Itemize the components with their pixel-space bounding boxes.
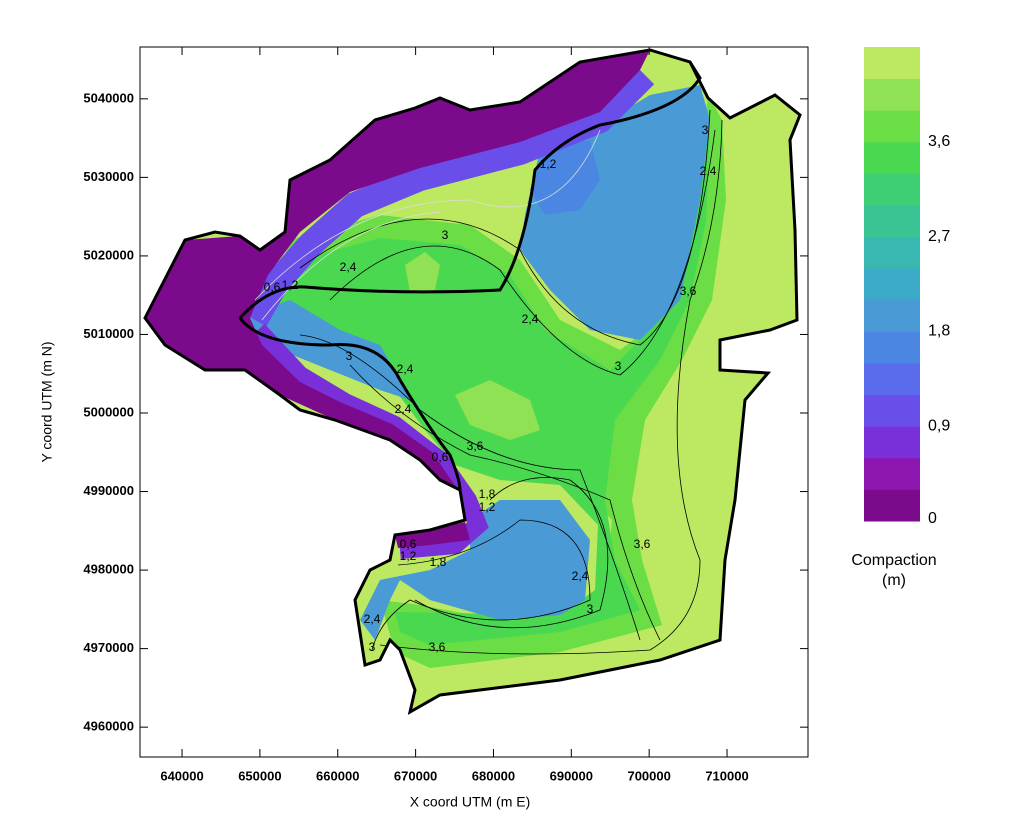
contour-band [455, 380, 540, 440]
contour-band [243, 65, 655, 327]
y-tick-label: 4960000 [83, 719, 134, 734]
contour-line [329, 129, 716, 376]
boundary [143, 48, 802, 715]
contour-label: 3 [587, 602, 594, 616]
contour-label: 1,2 [479, 500, 496, 514]
colorbar-tick-label: 0,9 [928, 417, 950, 434]
colorbar-band [864, 141, 920, 174]
colorbar-tick-label: 3,6 [928, 133, 950, 150]
colorbar-tick-label: 1,8 [928, 323, 950, 340]
x-tick-label: 700000 [627, 768, 670, 783]
contour-label: 0,6 [432, 450, 449, 464]
contour-label: 2,4 [397, 362, 414, 376]
contour-label: 2,4 [522, 312, 539, 326]
x-tick-label: 680000 [472, 768, 515, 783]
x-tick-label: 670000 [394, 768, 437, 783]
y-tick-label: 4990000 [83, 483, 134, 498]
colorbar-band [864, 394, 920, 427]
contour-label: 2,4 [364, 612, 381, 626]
colorbar-band [864, 173, 920, 206]
x-tick-label: 640000 [160, 768, 203, 783]
contour-line [299, 334, 641, 641]
colorbar-band [864, 110, 920, 143]
contour-line [349, 364, 661, 641]
y-tick-label: 5020000 [83, 247, 134, 262]
contour-label: 1,2 [400, 549, 417, 563]
contour-band [275, 100, 710, 645]
colorbar-band [864, 78, 920, 111]
contour-label: 0,6 [400, 537, 417, 551]
colorbar-band [864, 489, 920, 522]
colorbar-band [864, 363, 920, 396]
colorbar-band [864, 205, 920, 238]
x-tick-label: 690000 [550, 768, 593, 783]
x-tick-label: 660000 [316, 768, 359, 783]
contour-label: 3 [346, 349, 353, 363]
contour-label: 3,6 [467, 439, 484, 453]
contour-label: 2,4 [340, 260, 357, 274]
boundary [238, 317, 462, 491]
contour-band [240, 300, 410, 400]
contour-label: 1,2 [540, 157, 557, 171]
contour-label: 3,6 [429, 640, 446, 654]
x-axis-label: X coord UTM (m E) [410, 794, 531, 810]
contour-label: 1,8 [430, 555, 447, 569]
contour-band [395, 522, 470, 548]
contour-label: 3,6 [680, 284, 697, 298]
contour-label: 3 [442, 228, 449, 242]
contour-line [379, 119, 723, 655]
colorbar-title: Compaction [851, 552, 936, 569]
plot-frame [139, 46, 809, 758]
contour-label: 1,8 [479, 487, 496, 501]
fill-layer [145, 50, 800, 712]
x-tick-label: 710000 [705, 768, 748, 783]
contour-label: 3 [702, 123, 709, 137]
contour-label: 2,4 [700, 164, 717, 178]
boundary [238, 61, 702, 320]
contour-label: 3 [615, 359, 622, 373]
contour-label: 0,6 [264, 280, 281, 294]
colorbar-band [864, 268, 920, 301]
contour-label: 3,6 [634, 537, 651, 551]
contour-label: 1,2 [282, 278, 299, 292]
contour-label: 3 [369, 640, 376, 654]
colorbar-band [864, 457, 920, 490]
colorbar-band [864, 47, 920, 80]
contour-band [360, 500, 590, 640]
contour-band [145, 50, 650, 490]
contour-line [414, 477, 609, 629]
x-tick-label: 650000 [238, 768, 281, 783]
colorbar-tick-label: 2,7 [928, 228, 950, 245]
colorbar-band [864, 236, 920, 269]
contour-band [405, 252, 440, 292]
y-tick-label: 5010000 [83, 326, 134, 341]
colorbar-band [864, 299, 920, 332]
y-axis-label: Y coord UTM (m N) [39, 341, 55, 462]
contour-label: 2,4 [395, 402, 412, 416]
colorbar-band [864, 331, 920, 364]
y-tick-label: 5040000 [83, 90, 134, 105]
y-tick-label: 4970000 [83, 640, 134, 655]
contour-line [254, 129, 601, 321]
colorbar-band [864, 426, 920, 459]
contour-line [371, 519, 591, 651]
contour-label: 2,4 [572, 569, 589, 583]
map: 1,232,40,6 1,232,42,40,63,61,81,20,61,2 1,… [143, 48, 802, 715]
colorbar-tick-label: 0 [928, 510, 937, 527]
y-tick-label: 4980000 [83, 562, 134, 577]
y-tick-label: 5000000 [83, 404, 134, 419]
colorbar-unit: (m) [882, 572, 906, 589]
y-tick-label: 5030000 [83, 169, 134, 184]
